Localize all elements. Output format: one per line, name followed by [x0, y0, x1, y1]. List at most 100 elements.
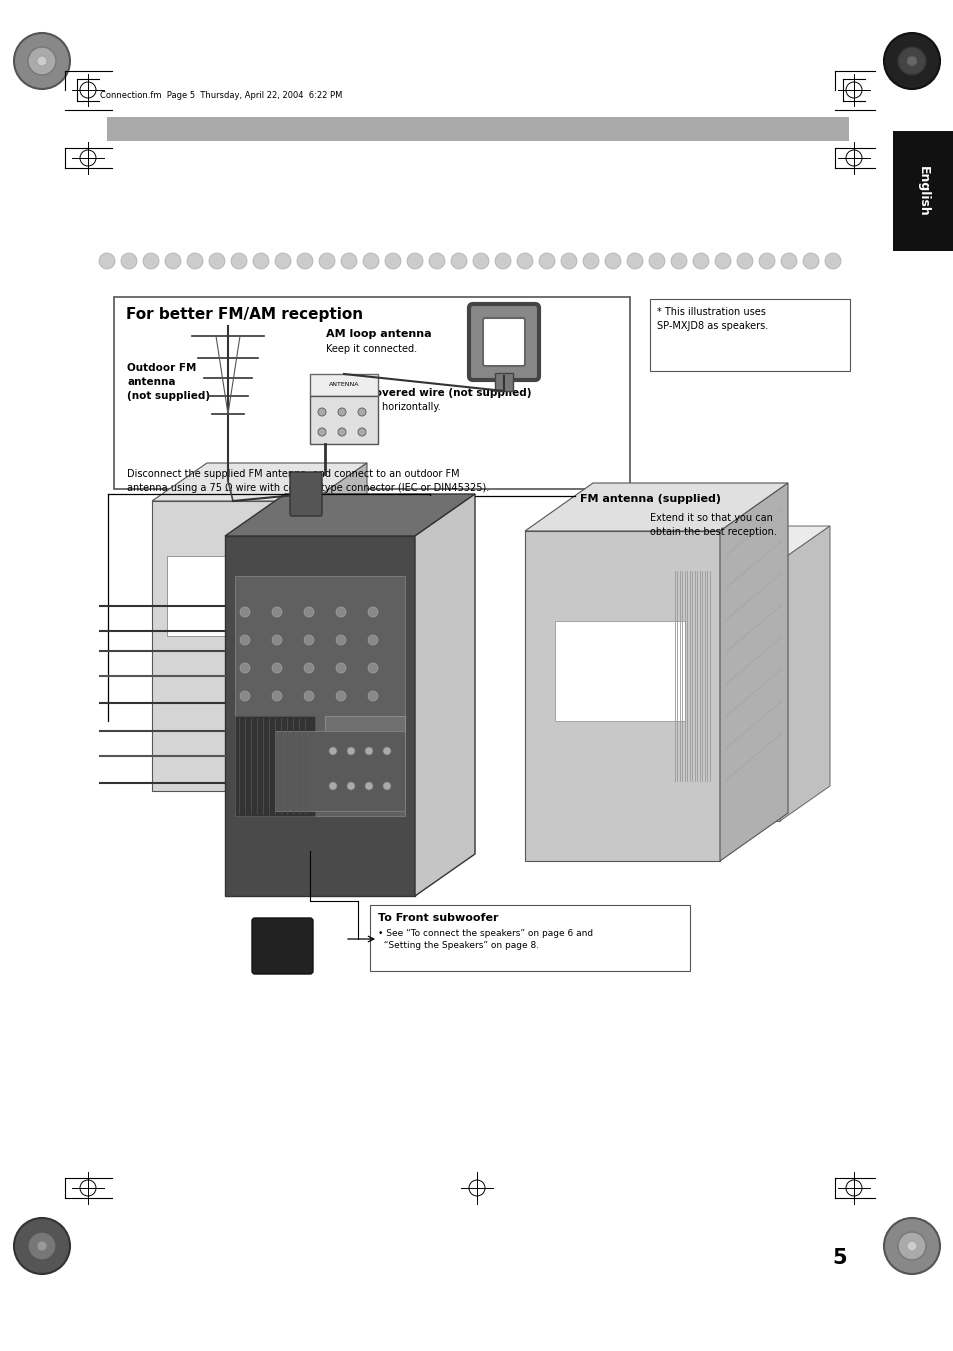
FancyBboxPatch shape: [892, 131, 953, 251]
FancyBboxPatch shape: [469, 304, 538, 380]
Polygon shape: [152, 463, 367, 501]
FancyBboxPatch shape: [234, 716, 314, 816]
Circle shape: [737, 253, 752, 269]
Circle shape: [209, 253, 225, 269]
Circle shape: [121, 253, 137, 269]
Circle shape: [335, 635, 346, 644]
Text: Keep it connected.: Keep it connected.: [326, 345, 416, 354]
Circle shape: [824, 253, 841, 269]
Circle shape: [560, 253, 577, 269]
Polygon shape: [152, 501, 312, 790]
Circle shape: [240, 663, 250, 673]
Circle shape: [337, 408, 346, 416]
Circle shape: [253, 253, 269, 269]
Circle shape: [329, 782, 336, 790]
Polygon shape: [524, 531, 720, 861]
Text: Disconnect the supplied FM antenna, and connect to an outdoor FM
antenna using a: Disconnect the supplied FM antenna, and …: [127, 469, 489, 493]
Polygon shape: [225, 536, 415, 896]
Circle shape: [368, 690, 377, 701]
Circle shape: [692, 253, 708, 269]
Circle shape: [272, 607, 282, 617]
Circle shape: [340, 253, 356, 269]
Circle shape: [14, 1219, 70, 1274]
Circle shape: [451, 253, 467, 269]
Circle shape: [473, 253, 489, 269]
Circle shape: [165, 253, 181, 269]
Circle shape: [626, 253, 642, 269]
Text: To Front subwoofer: To Front subwoofer: [377, 913, 498, 923]
Circle shape: [368, 635, 377, 644]
Text: ANTENNA: ANTENNA: [329, 382, 359, 388]
Circle shape: [304, 607, 314, 617]
Circle shape: [906, 55, 916, 66]
Circle shape: [883, 32, 939, 89]
Circle shape: [759, 253, 774, 269]
Polygon shape: [524, 484, 787, 531]
Circle shape: [802, 253, 818, 269]
FancyBboxPatch shape: [310, 374, 377, 396]
FancyBboxPatch shape: [274, 731, 405, 811]
Circle shape: [604, 253, 620, 269]
Circle shape: [357, 428, 366, 436]
Circle shape: [240, 607, 250, 617]
Polygon shape: [312, 463, 367, 790]
Circle shape: [274, 253, 291, 269]
Circle shape: [883, 1219, 939, 1274]
Circle shape: [240, 635, 250, 644]
Circle shape: [357, 408, 366, 416]
Circle shape: [317, 408, 326, 416]
Text: Outdoor FM
antenna
(not supplied): Outdoor FM antenna (not supplied): [127, 363, 210, 401]
Polygon shape: [659, 526, 829, 561]
Text: AM loop antenna: AM loop antenna: [326, 330, 431, 339]
Polygon shape: [659, 561, 780, 821]
FancyBboxPatch shape: [107, 118, 848, 141]
Circle shape: [296, 253, 313, 269]
FancyBboxPatch shape: [310, 396, 377, 444]
Circle shape: [365, 747, 373, 755]
Circle shape: [14, 32, 70, 89]
Polygon shape: [415, 494, 475, 896]
Circle shape: [897, 1232, 925, 1260]
Circle shape: [368, 663, 377, 673]
FancyBboxPatch shape: [252, 917, 313, 974]
Circle shape: [304, 690, 314, 701]
Text: English: English: [916, 166, 928, 216]
Text: * This illustration uses
SP-MXJD8 as speakers.: * This illustration uses SP-MXJD8 as spe…: [657, 307, 767, 331]
Circle shape: [429, 253, 444, 269]
FancyBboxPatch shape: [555, 621, 684, 721]
Text: Vinyl-covered wire (not supplied): Vinyl-covered wire (not supplied): [335, 388, 531, 399]
Text: Extend it so that you can
obtain the best reception.: Extend it so that you can obtain the bes…: [649, 513, 776, 536]
Circle shape: [382, 782, 391, 790]
Circle shape: [231, 253, 247, 269]
Circle shape: [906, 1242, 916, 1251]
Circle shape: [304, 635, 314, 644]
FancyBboxPatch shape: [482, 317, 524, 366]
Circle shape: [648, 253, 664, 269]
Circle shape: [329, 747, 336, 755]
Circle shape: [272, 663, 282, 673]
Circle shape: [347, 747, 355, 755]
FancyBboxPatch shape: [290, 471, 322, 516]
Text: 5: 5: [832, 1248, 846, 1269]
Circle shape: [670, 253, 686, 269]
Circle shape: [28, 47, 56, 76]
Circle shape: [582, 253, 598, 269]
Circle shape: [495, 253, 511, 269]
Circle shape: [272, 635, 282, 644]
Text: For better FM/AM reception: For better FM/AM reception: [126, 307, 363, 322]
Circle shape: [382, 747, 391, 755]
Circle shape: [335, 690, 346, 701]
Circle shape: [318, 253, 335, 269]
Circle shape: [385, 253, 400, 269]
FancyBboxPatch shape: [234, 576, 405, 816]
Text: Extend it horizontally.: Extend it horizontally.: [335, 403, 440, 412]
Circle shape: [365, 782, 373, 790]
Circle shape: [187, 253, 203, 269]
Text: Connection.fm  Page 5  Thursday, April 22, 2004  6:22 PM: Connection.fm Page 5 Thursday, April 22,…: [100, 92, 342, 100]
Circle shape: [240, 690, 250, 701]
Circle shape: [272, 690, 282, 701]
Circle shape: [99, 253, 115, 269]
Circle shape: [335, 607, 346, 617]
Circle shape: [368, 607, 377, 617]
Polygon shape: [780, 526, 829, 821]
